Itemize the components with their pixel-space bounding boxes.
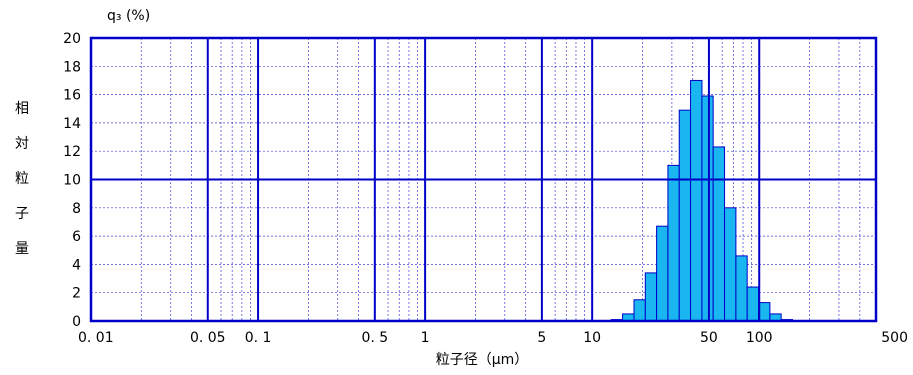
histogram-bar — [712, 146, 726, 322]
y-tick-label: 2 — [72, 286, 81, 302]
x-tick-label: 0. 1 — [245, 330, 272, 346]
x-tick-label: 50 — [700, 330, 718, 346]
histogram-bar — [701, 95, 714, 322]
x-tick-label: 0. 5 — [361, 330, 388, 346]
histogram-bar — [678, 109, 692, 322]
y-axis-label-char: 対 — [15, 136, 29, 152]
x-tick-label: 1 — [421, 330, 430, 346]
major-gridlines — [91, 38, 876, 321]
y-tick-label: 12 — [63, 144, 81, 160]
histogram-bar — [667, 164, 680, 322]
y-tick-label: 10 — [63, 173, 81, 189]
y-tick-label: 18 — [63, 59, 81, 75]
x-tick-label: 5 — [537, 330, 546, 346]
histogram-bar — [735, 255, 748, 322]
x-tick-label: 0. 01 — [78, 330, 114, 346]
y-axis-label-char: 相 — [15, 101, 29, 117]
histogram-bar — [746, 286, 760, 322]
x-tick-labels: 0. 01 0. 05 0. 1 0. 5 1 5 10 50 100 500 — [78, 330, 908, 346]
histogram-bar — [690, 79, 703, 322]
histogram-bar — [644, 272, 658, 322]
histogram-bar — [633, 299, 646, 322]
x-axis-label: 粒子径（μm） — [436, 352, 529, 368]
bars — [610, 79, 794, 322]
y-tick-label: 6 — [72, 229, 81, 245]
y-tick-label: 0 — [72, 314, 81, 330]
y-tick-label: 16 — [63, 88, 81, 104]
y-tick-label: 20 — [63, 31, 81, 47]
histogram-bar — [724, 207, 737, 322]
x-tick-label: 10 — [583, 330, 601, 346]
y-axis-label-char: 粒 — [15, 171, 29, 187]
x-tick-label: 500 — [881, 330, 908, 346]
x-tick-label: 0. 05 — [190, 330, 226, 346]
plot-frame — [89, 36, 878, 323]
y-axis-label-char: 量 — [15, 241, 29, 257]
y-axis-label-char: 子 — [15, 206, 29, 222]
y-tick-label: 14 — [63, 116, 81, 132]
x-tick-label: 100 — [746, 330, 773, 346]
y-tick-label: 8 — [72, 201, 81, 217]
y-tick-labels: 0 2 4 6 8 10 12 14 16 18 20 — [63, 31, 81, 330]
y-tick-label: 4 — [72, 257, 81, 273]
y-unit-label: q₃ (%) — [107, 8, 150, 24]
histogram-bar — [656, 225, 669, 322]
